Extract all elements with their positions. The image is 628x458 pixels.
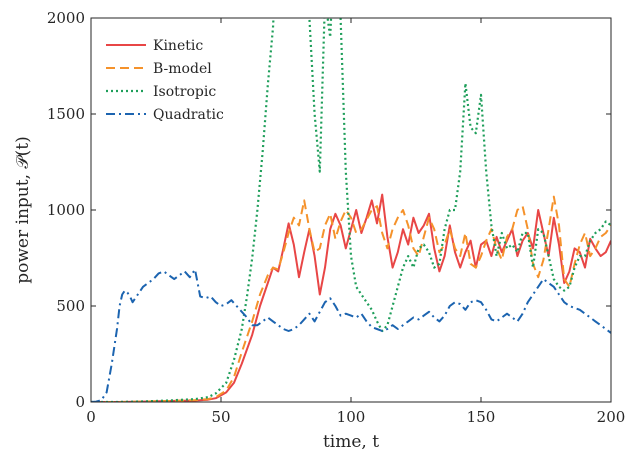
y-tick-label: 0 <box>75 393 85 411</box>
series-line-isotropic <box>91 18 611 402</box>
x-tick-label: 50 <box>211 408 230 426</box>
y-tick-label: 2000 <box>47 9 85 27</box>
x-tick-label: 200 <box>597 408 626 426</box>
x-axis-ticks: 0 50 100 150 200 <box>86 18 625 426</box>
series-layer <box>91 18 611 402</box>
x-tick-label: 150 <box>467 408 496 426</box>
y-tick-label: 1000 <box>47 201 85 219</box>
legend-label-kinetic: Kinetic <box>153 38 203 54</box>
legend-label-b-model: B-model <box>153 61 212 77</box>
x-axis-title: time, t <box>323 432 379 452</box>
legend-label-quadratic: Quadratic <box>153 107 224 123</box>
legend: Kinetic B-model Isotropic Quadratic <box>106 38 224 123</box>
series-line-quadratic <box>91 268 611 402</box>
y-tick-label: 1500 <box>47 105 85 123</box>
x-tick-label: 0 <box>86 408 96 426</box>
y-axis-title: power input, 𝒫(t) <box>13 136 33 283</box>
series-line-b-model <box>91 195 611 402</box>
y-tick-label: 500 <box>56 297 85 315</box>
y-axis-ticks: 0 500 1000 1500 2000 <box>47 9 611 411</box>
legend-label-isotropic: Isotropic <box>153 84 216 100</box>
x-tick-label: 100 <box>337 408 366 426</box>
